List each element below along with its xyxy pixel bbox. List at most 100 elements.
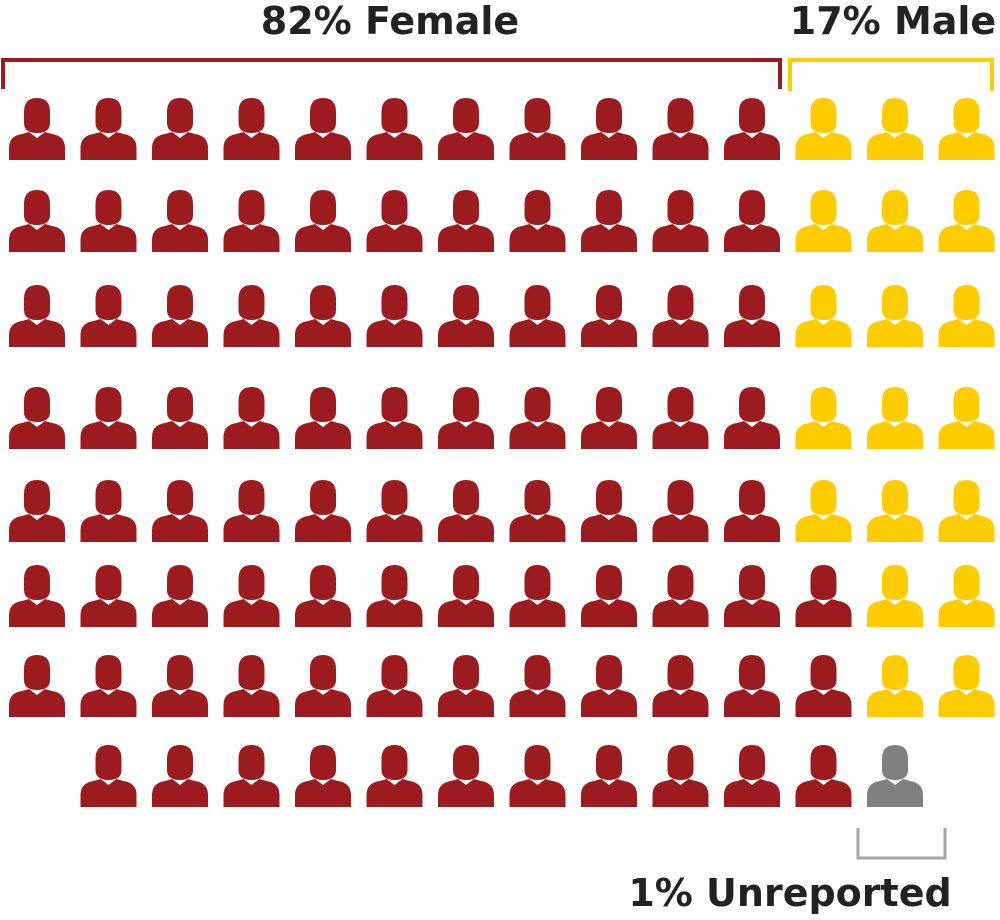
female-person-icon [509,745,566,807]
female-person-icon [366,745,423,807]
icon-grid [9,98,995,807]
female-person-icon [80,655,137,717]
male-person-icon [938,387,995,449]
female-person-icon [80,565,137,627]
female-label: 82% Female [261,0,519,43]
female-person-icon [80,190,137,252]
female-person-icon [724,655,780,717]
female-person-icon [581,190,637,252]
female-person-icon [581,98,637,160]
female-person-icon [509,480,566,542]
female-person-icon [652,285,709,347]
female-person-icon [438,565,494,627]
female-person-icon [366,480,423,542]
male-person-icon [867,480,923,542]
female-person-icon [509,655,566,717]
female-person-icon [295,98,351,160]
female-person-icon [80,480,137,542]
female-person-icon [509,387,566,449]
male-person-icon [938,98,995,160]
female-person-icon [438,480,494,542]
female-person-icon [438,655,494,717]
female-person-icon [223,285,280,347]
male-person-icon [867,655,923,717]
female-person-icon [366,655,423,717]
female-person-icon [80,98,137,160]
female-person-icon [9,565,65,627]
female-bracket [1,58,782,89]
female-person-icon [223,387,280,449]
female-person-icon [438,190,494,252]
female-person-icon [152,387,208,449]
female-person-icon [223,480,280,542]
unreported-bracket [856,828,947,860]
male-person-icon [867,98,923,160]
female-person-icon [223,745,280,807]
female-person-icon [152,655,208,717]
unreported-label: 1% Unreported [628,871,951,915]
female-person-icon [652,387,709,449]
female-person-icon [652,655,709,717]
female-person-icon [80,285,137,347]
female-person-icon [223,565,280,627]
female-person-icon [795,745,852,807]
female-person-icon [795,655,852,717]
female-person-icon [581,480,637,542]
female-person-icon [509,285,566,347]
female-person-icon [724,387,780,449]
female-person-icon [438,98,494,160]
female-person-icon [724,190,780,252]
male-bracket [788,58,994,91]
male-label: 17% Male [790,0,996,43]
female-person-icon [223,98,280,160]
female-person-icon [581,387,637,449]
female-person-icon [724,98,780,160]
male-person-icon [795,387,852,449]
female-person-icon [366,285,423,347]
male-person-icon [938,565,995,627]
female-person-icon [9,285,65,347]
female-person-icon [295,655,351,717]
female-person-icon [9,387,65,449]
female-person-icon [295,190,351,252]
female-person-icon [581,745,637,807]
female-person-icon [581,565,637,627]
female-person-icon [152,565,208,627]
female-person-icon [9,480,65,542]
female-person-icon [223,190,280,252]
female-person-icon [652,745,709,807]
female-person-icon [652,480,709,542]
female-person-icon [509,98,566,160]
female-person-icon [438,285,494,347]
female-person-icon [724,745,780,807]
female-person-icon [152,98,208,160]
female-person-icon [652,190,709,252]
male-person-icon [795,480,852,542]
female-person-icon [295,565,351,627]
female-person-icon [152,480,208,542]
female-person-icon [295,387,351,449]
female-person-icon [295,745,351,807]
female-person-icon [152,285,208,347]
male-person-icon [938,480,995,542]
female-person-icon [795,565,852,627]
male-person-icon [867,285,923,347]
male-person-icon [938,285,995,347]
female-person-icon [581,655,637,717]
female-person-icon [9,98,65,160]
female-person-icon [724,480,780,542]
unreported-person-icon [867,745,923,807]
female-person-icon [438,745,494,807]
female-person-icon [80,745,137,807]
male-person-icon [795,285,852,347]
female-person-icon [9,655,65,717]
female-person-icon [724,565,780,627]
male-person-icon [795,98,852,160]
female-person-icon [80,387,137,449]
male-person-icon [795,190,852,252]
female-person-icon [724,285,780,347]
female-person-icon [652,98,709,160]
female-person-icon [9,190,65,252]
female-person-icon [581,285,637,347]
male-person-icon [867,387,923,449]
